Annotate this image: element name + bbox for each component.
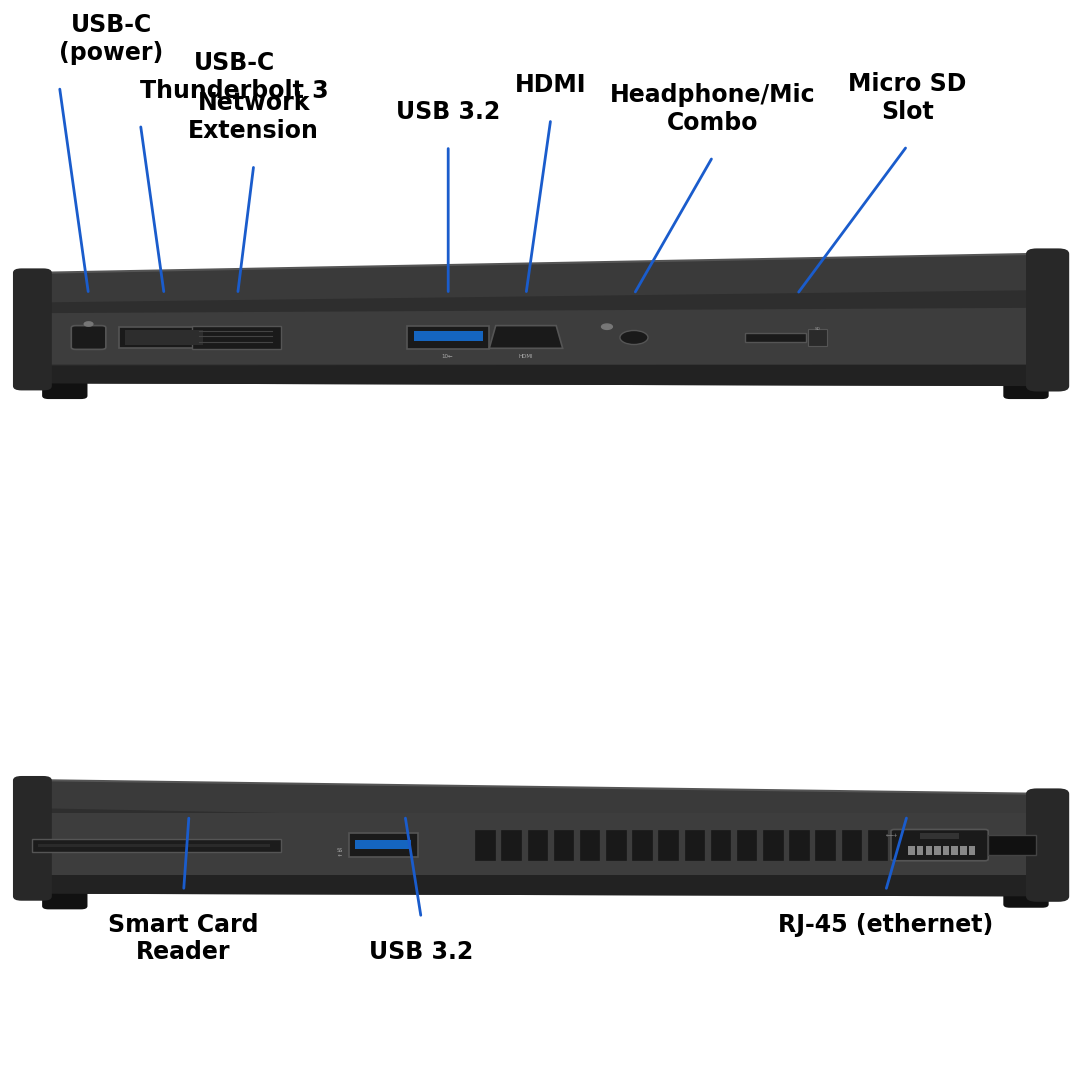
Bar bbox=[894, 829, 914, 860]
Text: RJ-45 (ethernet): RJ-45 (ethernet) bbox=[778, 913, 994, 936]
Bar bbox=[934, 847, 941, 855]
Bar bbox=[745, 333, 806, 342]
Bar bbox=[527, 829, 546, 860]
FancyBboxPatch shape bbox=[71, 326, 106, 350]
Bar bbox=[711, 829, 730, 860]
Text: Smart Card
Reader: Smart Card Reader bbox=[108, 913, 259, 964]
Bar bbox=[920, 834, 959, 838]
Bar bbox=[38, 845, 270, 847]
Bar bbox=[32, 838, 281, 851]
FancyBboxPatch shape bbox=[1026, 788, 1069, 902]
Bar bbox=[920, 829, 940, 860]
Bar bbox=[951, 847, 958, 855]
Bar bbox=[475, 829, 495, 860]
Polygon shape bbox=[27, 365, 1053, 387]
Bar bbox=[789, 829, 809, 860]
Bar bbox=[501, 829, 521, 860]
Bar bbox=[554, 829, 573, 860]
FancyBboxPatch shape bbox=[13, 775, 52, 901]
Bar bbox=[125, 330, 203, 345]
Text: Network
Extension: Network Extension bbox=[188, 92, 320, 143]
Bar bbox=[606, 829, 625, 860]
Text: HDMI: HDMI bbox=[518, 354, 534, 359]
Bar bbox=[632, 829, 651, 860]
Text: USB-C
(power): USB-C (power) bbox=[59, 13, 164, 65]
Polygon shape bbox=[27, 254, 1053, 387]
Bar bbox=[192, 326, 281, 350]
Bar bbox=[960, 847, 967, 855]
Bar bbox=[349, 834, 418, 858]
Bar bbox=[841, 829, 861, 860]
FancyBboxPatch shape bbox=[13, 268, 52, 391]
Text: USB-C
Thunderbolt 3: USB-C Thunderbolt 3 bbox=[140, 51, 329, 103]
Bar bbox=[355, 840, 411, 849]
Circle shape bbox=[84, 322, 93, 326]
Text: ⟵+: ⟵+ bbox=[886, 833, 899, 838]
Polygon shape bbox=[489, 326, 563, 348]
FancyBboxPatch shape bbox=[1003, 890, 1049, 907]
FancyBboxPatch shape bbox=[42, 381, 87, 400]
Bar bbox=[815, 829, 835, 860]
Bar bbox=[969, 847, 975, 855]
Polygon shape bbox=[27, 875, 1053, 896]
Polygon shape bbox=[27, 254, 1053, 305]
Bar bbox=[659, 829, 678, 860]
Text: Headphone/Mic
Combo: Headphone/Mic Combo bbox=[610, 83, 815, 135]
FancyBboxPatch shape bbox=[891, 829, 988, 861]
Bar bbox=[414, 330, 483, 341]
Polygon shape bbox=[32, 308, 1037, 365]
Bar bbox=[119, 326, 210, 348]
Bar bbox=[407, 326, 489, 350]
Bar bbox=[868, 829, 888, 860]
Text: SS
←: SS ← bbox=[337, 848, 343, 859]
Text: HDMI: HDMI bbox=[515, 73, 586, 97]
Polygon shape bbox=[27, 780, 1053, 896]
Bar bbox=[764, 829, 783, 860]
FancyBboxPatch shape bbox=[42, 891, 87, 909]
Text: SD: SD bbox=[814, 326, 821, 330]
Text: Micro SD
Slot: Micro SD Slot bbox=[848, 72, 967, 124]
Text: USB 3.2: USB 3.2 bbox=[396, 100, 500, 124]
Bar bbox=[943, 847, 949, 855]
Bar bbox=[926, 847, 932, 855]
Bar bbox=[580, 829, 599, 860]
Bar bbox=[988, 836, 1036, 855]
Bar bbox=[808, 329, 827, 347]
Bar bbox=[917, 847, 923, 855]
Bar bbox=[908, 847, 915, 855]
FancyBboxPatch shape bbox=[1026, 248, 1069, 391]
Polygon shape bbox=[27, 780, 1053, 828]
Text: 10←: 10← bbox=[442, 354, 453, 359]
Circle shape bbox=[620, 330, 648, 345]
Polygon shape bbox=[32, 812, 1037, 875]
Bar bbox=[685, 829, 704, 860]
FancyBboxPatch shape bbox=[1003, 381, 1049, 400]
Text: USB 3.2: USB 3.2 bbox=[369, 940, 473, 963]
Bar bbox=[737, 829, 756, 860]
Circle shape bbox=[602, 324, 612, 329]
